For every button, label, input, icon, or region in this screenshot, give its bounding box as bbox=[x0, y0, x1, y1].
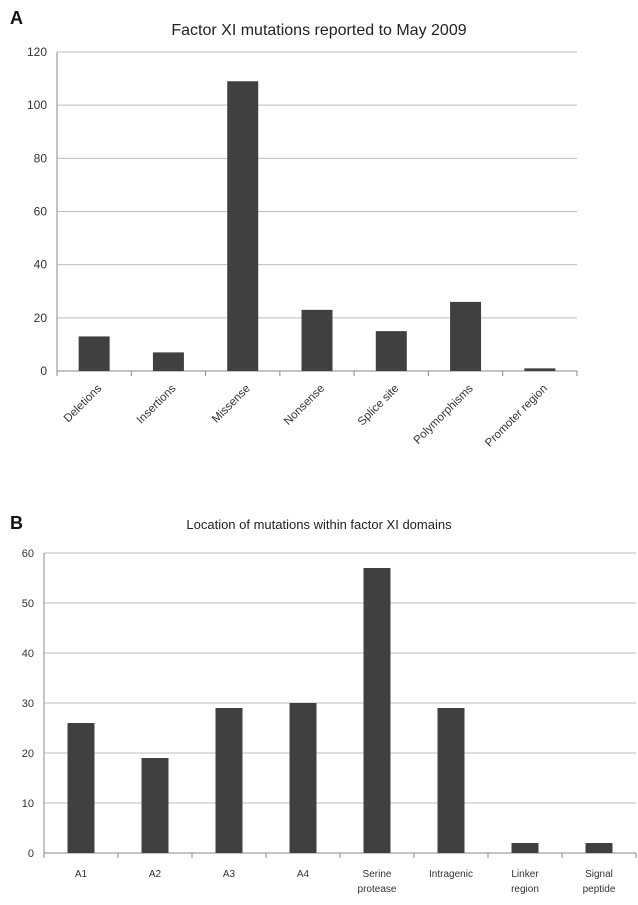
y-tick-label: 20 bbox=[22, 748, 34, 760]
y-tick-label: 30 bbox=[22, 698, 34, 710]
y-tick-label: 100 bbox=[27, 98, 47, 112]
y-tick-label: 60 bbox=[22, 548, 34, 560]
y-tick-label: 20 bbox=[34, 311, 48, 325]
x-category-label: A3 bbox=[223, 869, 236, 880]
bar bbox=[450, 301, 482, 371]
bar bbox=[511, 843, 539, 853]
chart-b-svg: 0 10 20 30 40 50 60 A1 A2 A3 A4 Serine protease Intra… bbox=[22, 548, 637, 895]
y-tick-label: 120 bbox=[27, 45, 47, 59]
x-category-label: A4 bbox=[297, 869, 310, 880]
x-category-label: Nonsense bbox=[282, 383, 327, 428]
x-category-label: Insertions bbox=[135, 382, 179, 426]
bar bbox=[215, 708, 243, 853]
chart-panel-b: B Location of mutations within factor XI… bbox=[0, 505, 638, 905]
y-tick-label: 50 bbox=[22, 598, 34, 610]
bar bbox=[289, 703, 317, 853]
x-category-label: Promoter region bbox=[483, 383, 550, 450]
x-category-label: Polymorphisms bbox=[412, 382, 476, 446]
chart-panel-a: A Factor XI mutations reported to May 20… bbox=[10, 8, 578, 450]
x-category-label: Splice site bbox=[356, 383, 402, 429]
bar bbox=[78, 336, 110, 371]
y-tick-label: 0 bbox=[28, 848, 34, 860]
bar bbox=[437, 708, 465, 853]
chart-title-a: Factor XI mutations reported to May 2009 bbox=[171, 22, 467, 39]
x-category-label: Linker region bbox=[511, 869, 539, 895]
x-category-label: A2 bbox=[149, 869, 162, 880]
x-category-label: Signal peptide bbox=[583, 869, 616, 895]
chart-title-b: Location of mutations within factor XI d… bbox=[186, 517, 452, 532]
bar bbox=[67, 723, 95, 853]
bar bbox=[152, 352, 184, 371]
bar bbox=[585, 843, 613, 853]
bar bbox=[375, 331, 407, 371]
x-category-label: Intragenic bbox=[429, 869, 473, 880]
x-category-label: A1 bbox=[75, 869, 88, 880]
x-category-label: Deletions bbox=[62, 382, 105, 425]
bar bbox=[363, 568, 391, 853]
panel-label-a: A bbox=[10, 8, 23, 28]
x-category-label: Serine protease bbox=[358, 869, 397, 895]
y-tick-label: 40 bbox=[34, 258, 48, 272]
y-tick-label: 80 bbox=[34, 151, 48, 165]
y-tick-label: 40 bbox=[22, 648, 34, 660]
bar bbox=[524, 368, 556, 371]
bar bbox=[141, 758, 169, 853]
y-tick-label: 10 bbox=[22, 798, 34, 810]
y-tick-label: 60 bbox=[34, 205, 48, 219]
panel-label-b: B bbox=[10, 513, 23, 533]
y-tick-label: 0 bbox=[40, 364, 47, 378]
x-category-label: Missense bbox=[210, 383, 253, 426]
bar bbox=[301, 309, 333, 371]
bar bbox=[227, 81, 259, 371]
chart-a-svg: 0 20 40 60 80 100 120 Deletions Insertions Missen… bbox=[27, 45, 578, 450]
